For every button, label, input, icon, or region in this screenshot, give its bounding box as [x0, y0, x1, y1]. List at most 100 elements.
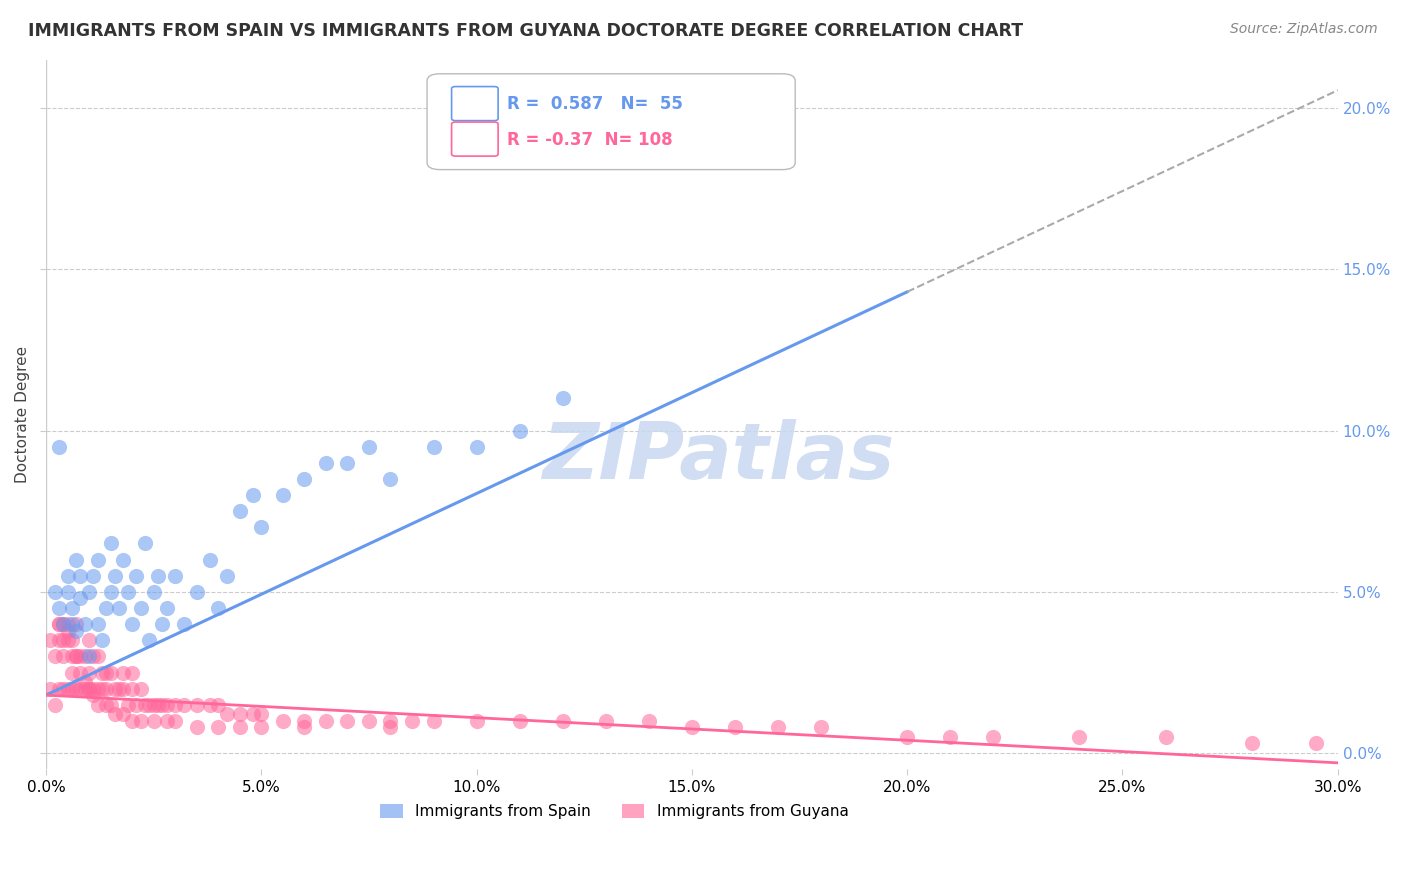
Point	[65, 624, 87, 638]
Point	[142, 585, 165, 599]
Point	[724, 720, 747, 734]
Point	[104, 707, 127, 722]
Point	[65, 617, 87, 632]
Point	[766, 720, 789, 734]
Point	[77, 649, 100, 664]
Point	[86, 698, 108, 712]
Point	[271, 488, 294, 502]
Point	[69, 681, 91, 696]
Point	[65, 552, 87, 566]
Point	[82, 649, 104, 664]
Point	[56, 624, 79, 638]
Point	[165, 698, 187, 712]
Point	[121, 714, 143, 728]
Point	[77, 585, 100, 599]
Point	[77, 633, 100, 648]
Point	[1240, 737, 1263, 751]
Point	[186, 585, 208, 599]
FancyBboxPatch shape	[451, 122, 498, 156]
Point	[186, 720, 208, 734]
Point	[56, 681, 79, 696]
Point	[65, 649, 87, 664]
Point	[146, 568, 169, 582]
Point	[69, 568, 91, 582]
FancyBboxPatch shape	[427, 74, 796, 169]
Point	[155, 698, 177, 712]
Point	[215, 568, 238, 582]
Point	[207, 601, 229, 615]
Point	[637, 714, 659, 728]
Point	[186, 698, 208, 712]
Point	[981, 730, 1004, 744]
Point	[229, 720, 252, 734]
Point	[60, 617, 83, 632]
Point	[48, 617, 70, 632]
Point	[96, 665, 118, 680]
Point	[48, 633, 70, 648]
Point	[150, 617, 173, 632]
Point	[48, 601, 70, 615]
Point	[112, 707, 135, 722]
Text: IMMIGRANTS FROM SPAIN VS IMMIGRANTS FROM GUYANA DOCTORATE DEGREE CORRELATION CHA: IMMIGRANTS FROM SPAIN VS IMMIGRANTS FROM…	[28, 22, 1024, 40]
Point	[96, 601, 118, 615]
Point	[702, 133, 724, 147]
Point	[380, 472, 402, 486]
Point	[129, 601, 152, 615]
Text: R =  0.587   N=  55: R = 0.587 N= 55	[508, 95, 683, 113]
Point	[551, 714, 574, 728]
Point	[146, 698, 169, 712]
Point	[108, 601, 131, 615]
Text: ZIPatlas: ZIPatlas	[541, 419, 894, 495]
Point	[91, 633, 114, 648]
Point	[112, 552, 135, 566]
Point	[336, 456, 359, 470]
Point	[121, 681, 143, 696]
Point	[117, 585, 139, 599]
Point	[82, 688, 104, 702]
Point	[138, 633, 160, 648]
Point	[357, 714, 380, 728]
Point	[271, 714, 294, 728]
Point	[100, 698, 122, 712]
Point	[165, 568, 187, 582]
Point	[129, 681, 152, 696]
Point	[242, 707, 264, 722]
Point	[215, 707, 238, 722]
Point	[165, 714, 187, 728]
Point	[380, 720, 402, 734]
Point	[100, 536, 122, 550]
Point	[207, 720, 229, 734]
Point	[380, 714, 402, 728]
Point	[129, 714, 152, 728]
Point	[121, 617, 143, 632]
Point	[551, 392, 574, 406]
Point	[595, 714, 617, 728]
Point	[91, 665, 114, 680]
Point	[39, 681, 62, 696]
Point	[142, 714, 165, 728]
Point	[173, 698, 195, 712]
Point	[121, 665, 143, 680]
Point	[60, 649, 83, 664]
Point	[100, 585, 122, 599]
Point	[86, 681, 108, 696]
Point	[401, 714, 423, 728]
Point	[509, 714, 531, 728]
Point	[250, 720, 273, 734]
Point	[134, 698, 156, 712]
Point	[48, 617, 70, 632]
Text: R = -0.37  N= 108: R = -0.37 N= 108	[508, 131, 672, 149]
Point	[681, 720, 703, 734]
Point	[292, 714, 315, 728]
Point	[48, 681, 70, 696]
Point	[198, 552, 221, 566]
Point	[73, 675, 96, 690]
Point	[44, 649, 66, 664]
Point	[69, 665, 91, 680]
Point	[77, 681, 100, 696]
Point	[939, 730, 962, 744]
Point	[112, 681, 135, 696]
Point	[112, 665, 135, 680]
Point	[73, 649, 96, 664]
Point	[39, 633, 62, 648]
